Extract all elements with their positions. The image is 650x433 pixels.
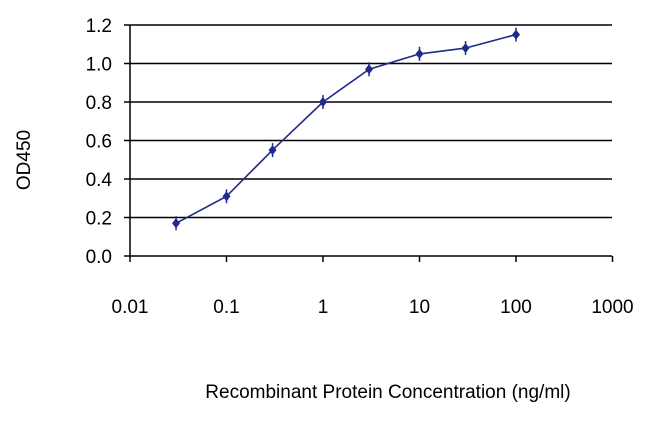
y-tick-labels: 0.0 0.2 0.4 0.6 0.8 1.0 1.2 xyxy=(86,16,130,268)
data-point-marker xyxy=(415,48,424,59)
y-tick-label: 0.8 xyxy=(86,93,112,114)
data-point-marker xyxy=(512,29,520,40)
y-tick-label: 1.0 xyxy=(86,55,112,76)
y-tick-label: 0.4 xyxy=(86,170,113,191)
y-tick-label: 1.2 xyxy=(86,16,112,37)
x-tick-label: 10 xyxy=(409,297,430,318)
data-point-marker xyxy=(268,145,277,156)
x-tick-label: 0.1 xyxy=(213,297,239,318)
data-point-marker xyxy=(319,97,327,107)
x-tick-label: 1000 xyxy=(591,297,633,318)
y-tick-label: 0.2 xyxy=(86,209,112,230)
data-point-marker xyxy=(172,218,181,229)
y-axis-title: OD450 xyxy=(14,130,35,190)
x-tick-label: 0.01 xyxy=(112,297,149,318)
series xyxy=(172,27,520,231)
y-tick-label: 0.0 xyxy=(86,247,112,268)
y-tick-label: 0.6 xyxy=(86,132,112,153)
series-line xyxy=(175,33,517,225)
data-point-marker xyxy=(461,43,470,54)
data-point-marker xyxy=(365,64,374,75)
data-point-marker xyxy=(222,191,231,202)
x-tick-labels: 0.01 0.1 1 10 100 1000 xyxy=(112,256,634,318)
x-tick-label: 100 xyxy=(500,297,532,318)
x-tick-label: 1 xyxy=(318,297,329,318)
gridlines xyxy=(130,24,612,219)
x-axis-title: Recombinant Protein Concentration (ng/ml… xyxy=(205,382,570,403)
